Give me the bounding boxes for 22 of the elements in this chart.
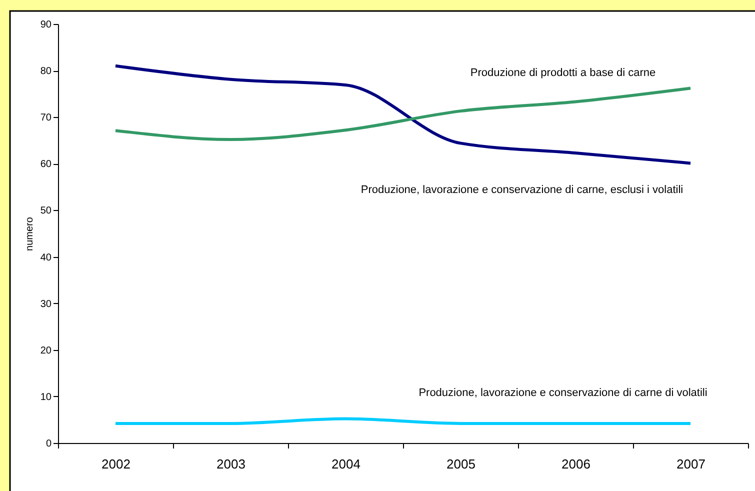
line-series: [114, 64, 692, 165]
y-tick-label: 80: [40, 66, 52, 78]
line-series: [114, 86, 692, 141]
x-tick-label: 2002: [102, 456, 130, 472]
y-tick-label: 30: [40, 298, 52, 310]
x-tick-label: 2004: [332, 456, 360, 472]
y-axis-title: numero: [24, 216, 36, 251]
y-tick-label: 40: [40, 252, 52, 264]
x-tick-label: 2006: [562, 456, 590, 472]
y-tick-label: 90: [40, 20, 52, 30]
y-tick-label: 20: [40, 345, 52, 356]
x-tick-label: 2003: [216, 456, 246, 472]
y-tick-label: 10: [40, 392, 52, 403]
y-tick-label: 0: [46, 438, 52, 450]
text: Produzione, lavorazione e conservazione di carne di volatili: [418, 387, 708, 399]
y-tick-label: 70: [40, 112, 52, 124]
series-label: Produzione, lavorazione e conservazione di carne, esclusi i volatili: [360, 184, 684, 196]
series-label: Produzione di prodotti a base di carne: [470, 67, 656, 79]
x-tick-label: 2007: [676, 456, 706, 472]
y-tick-label: 50: [40, 206, 52, 217]
y-tick-label: 60: [40, 159, 52, 170]
x-tick-label: 2005: [446, 456, 476, 472]
